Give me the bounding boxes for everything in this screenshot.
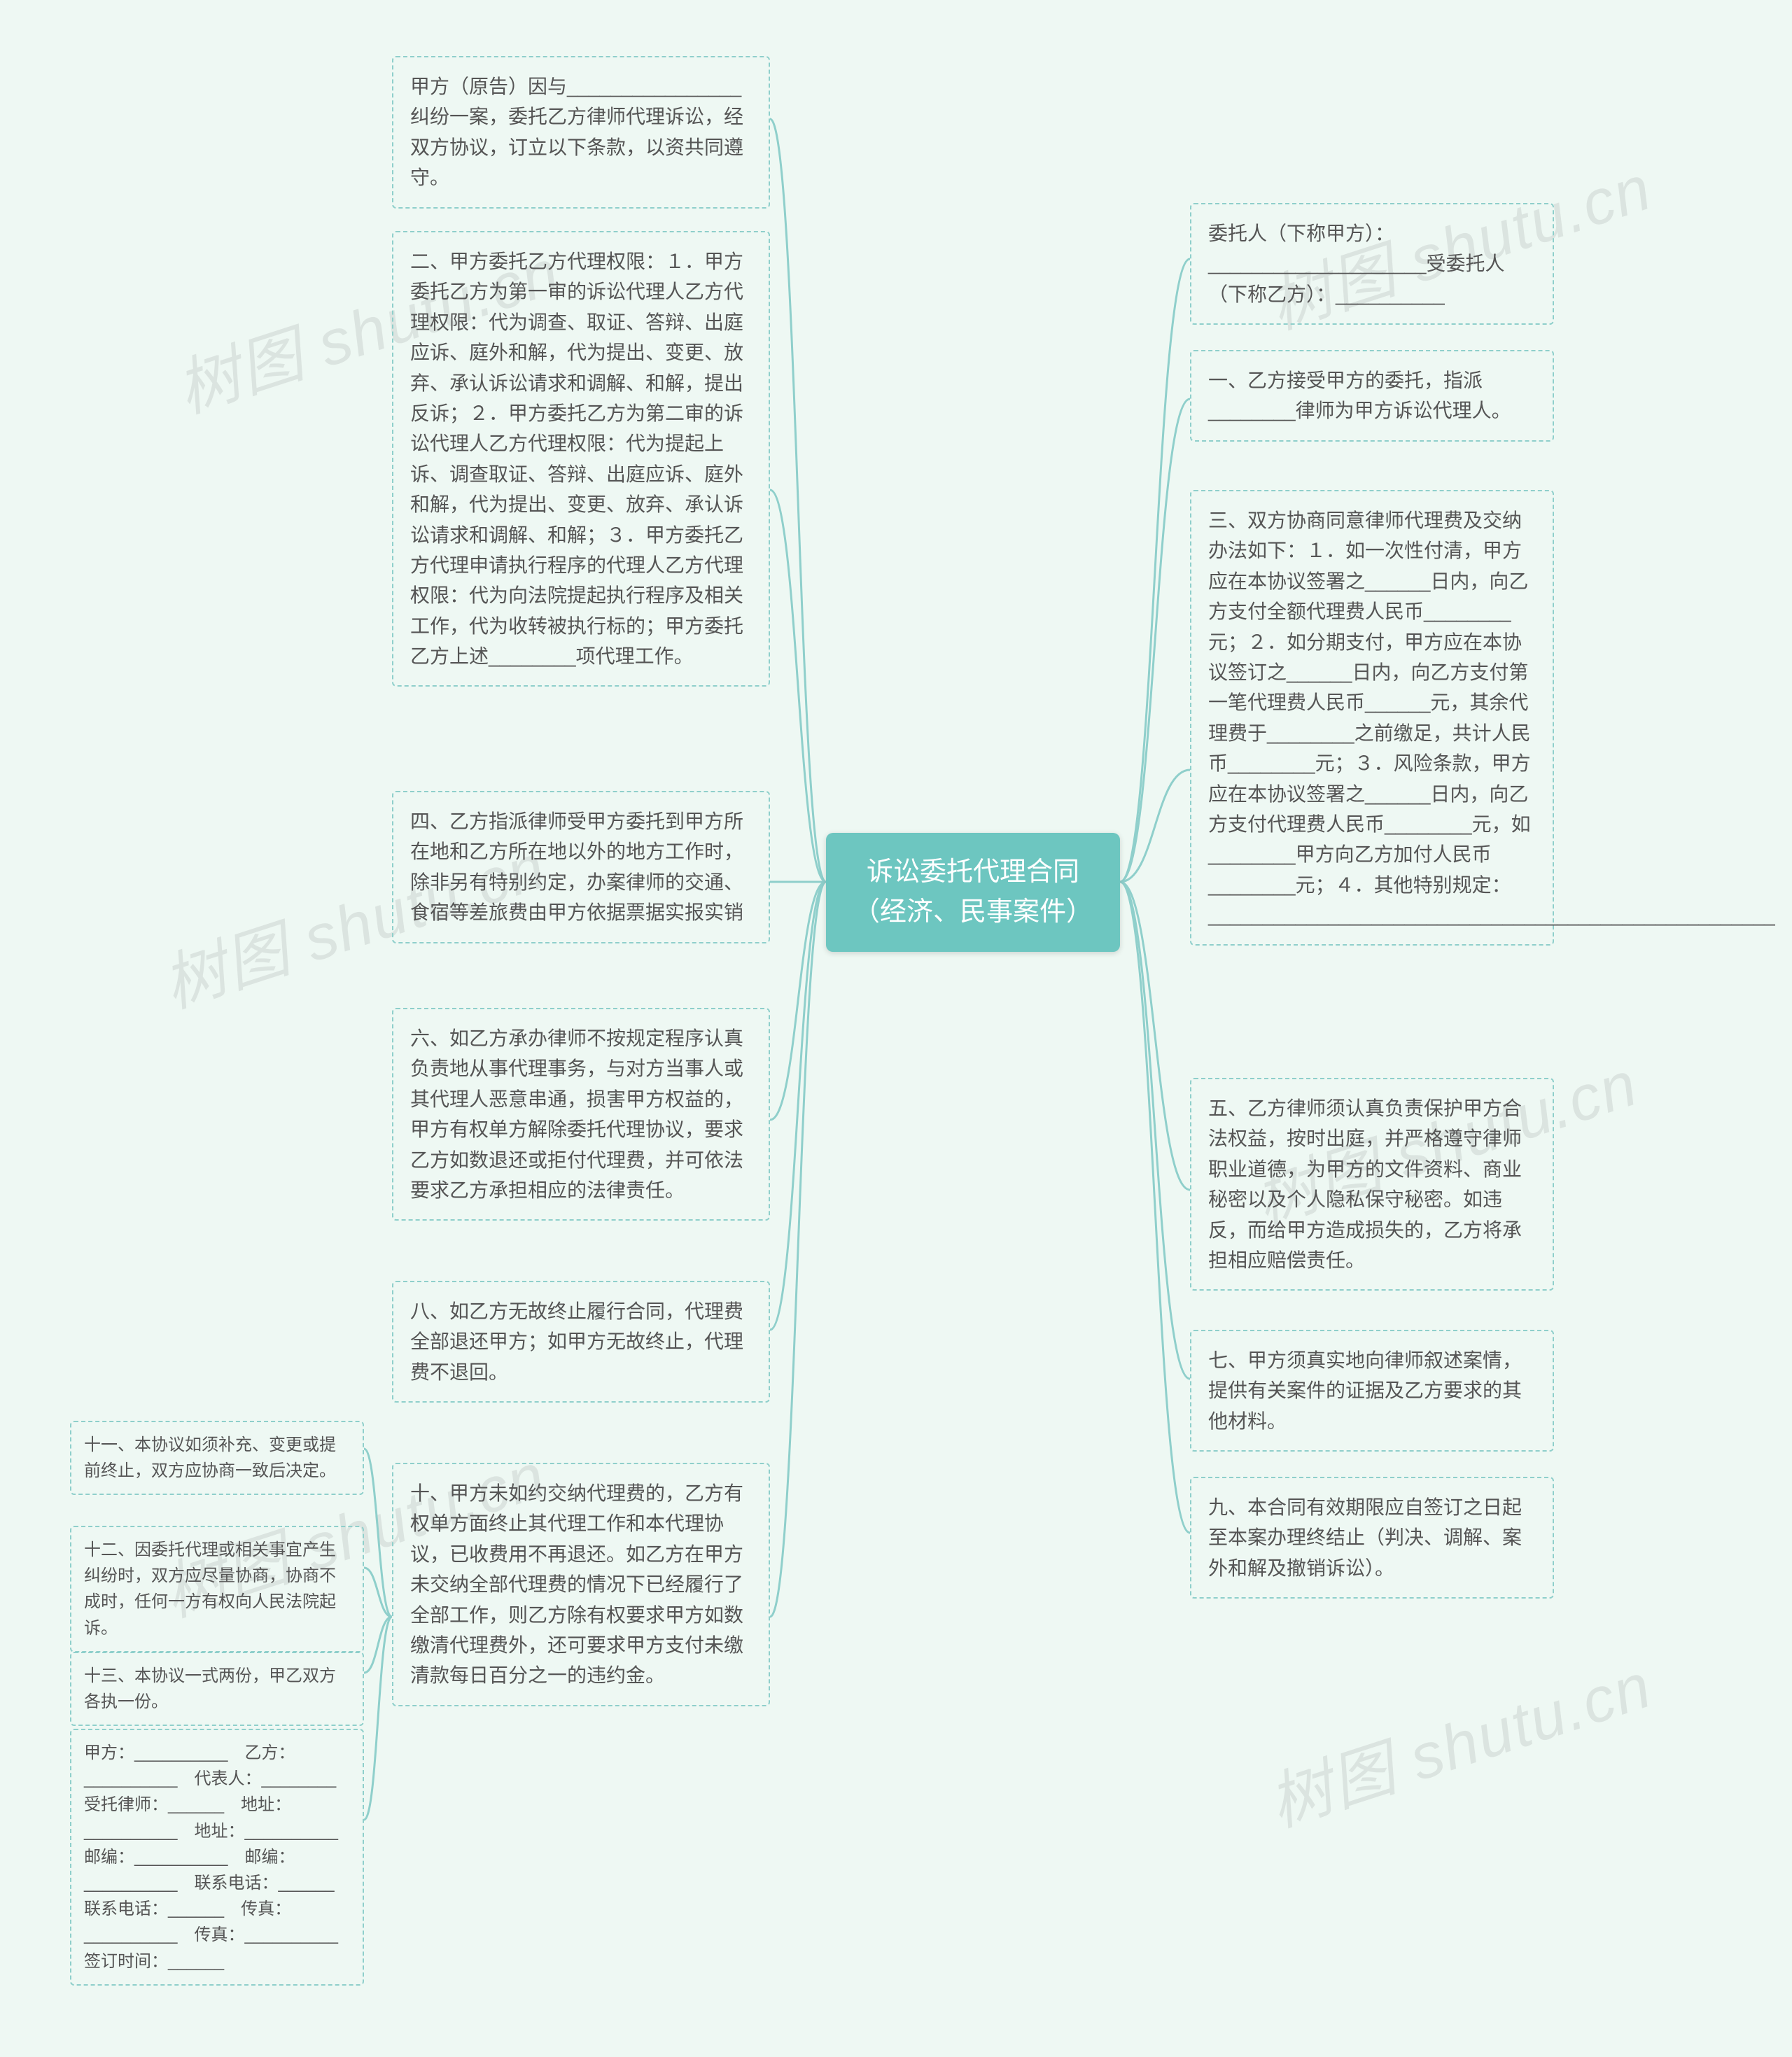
node-clause-8[interactable]: 八、如乙方无故终止履行合同，代理费全部退还甲方；如甲方无故终止，代理费不退回。 <box>392 1281 770 1403</box>
node-clause-4[interactable]: 四、乙方指派律师受甲方委托到甲方所在地和乙方所在地以外的地方工作时，除非另有特别… <box>392 791 770 943</box>
node-clause-12[interactable]: 十二、因委托代理或相关事宜产生纠纷时，双方应尽量协商，协商不成时，任何一方有权向… <box>70 1526 364 1652</box>
node-clause-11[interactable]: 十一、本协议如须补充、变更或提前终止，双方应协商一致后决定。 <box>70 1421 364 1495</box>
node-clause-10[interactable]: 十、甲方未如约交纳代理费的，乙方有权单方面终止其代理工作和本代理协议，已收费用不… <box>392 1463 770 1706</box>
node-signatures[interactable]: 甲方：__________ 乙方：__________ 代表人：________… <box>70 1729 364 1986</box>
node-clause-7[interactable]: 七、甲方须真实地向律师叙述案情，提供有关案件的证据及乙方要求的其他材料。 <box>1190 1330 1554 1452</box>
node-clause-9[interactable]: 九、本合同有效期限应自签订之日起至本案办理终结止（判决、调解、案外和解及撤销诉讼… <box>1190 1477 1554 1599</box>
node-clause-13[interactable]: 十三、本协议一式两份，甲乙双方各执一份。 <box>70 1652 364 1726</box>
node-clause-2[interactable]: 二、甲方委托乙方代理权限：１．甲方委托乙方为第一审的诉讼代理人乙方代理权限：代为… <box>392 231 770 687</box>
node-clause-5[interactable]: 五、乙方律师须认真负责保护甲方合法权益，按时出庭，并严格遵守律师职业道德，为甲方… <box>1190 1078 1554 1291</box>
watermark: 树图 shutu.cn <box>1256 1635 1662 1844</box>
node-preamble[interactable]: 甲方（原告）因与________________纠纷一案，委托乙方律师代理诉讼，… <box>392 56 770 209</box>
node-clause-6[interactable]: 六、如乙方承办律师不按规定程序认真负责地从事代理事务，与对方当事人或其代理人恶意… <box>392 1008 770 1221</box>
node-clause-3[interactable]: 三、双方协商同意律师代理费及交纳办法如下：１．如一次性付清，甲方应在本协议签署之… <box>1190 490 1554 946</box>
node-parties[interactable]: 委托人（下称甲方）：____________________受委托人（下称乙方）… <box>1190 203 1554 325</box>
node-clause-1[interactable]: 一、乙方接受甲方的委托，指派________律师为甲方诉讼代理人。 <box>1190 350 1554 442</box>
center-topic[interactable]: 诉讼委托代理合同（经济、民事案件） <box>826 833 1120 952</box>
